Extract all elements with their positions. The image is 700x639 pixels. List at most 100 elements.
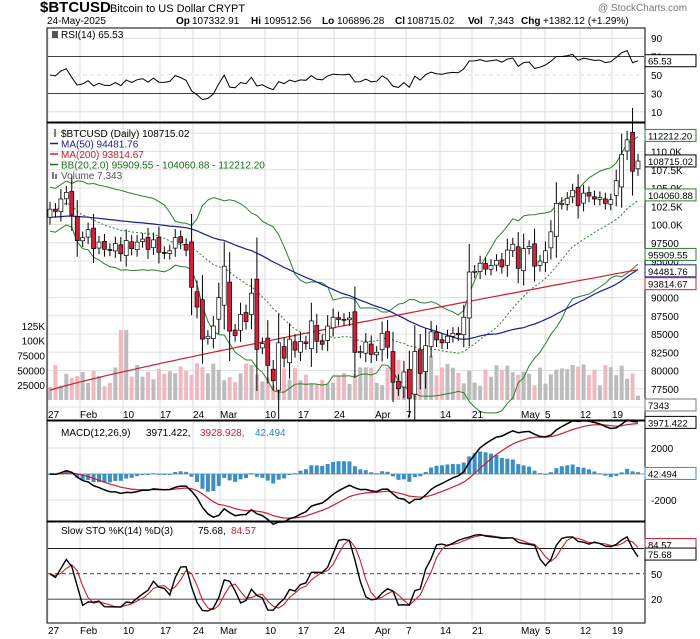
candle: [341, 313, 347, 327]
candle: [221, 241, 227, 330]
macd-value-tag-box: [644, 415, 697, 429]
volume-tick-label: 125K: [22, 322, 46, 333]
volume-value: 7,343: [489, 16, 514, 27]
candle: [172, 229, 178, 257]
volume-bar: [478, 385, 483, 400]
volume-bar: [385, 367, 390, 400]
rsi-legend-swatch: [52, 31, 58, 38]
candle-body: [161, 252, 167, 254]
candle-body: [156, 237, 162, 253]
candle-body: [325, 325, 331, 341]
volume-bar: [238, 373, 243, 400]
candle: [63, 186, 69, 206]
candle: [238, 302, 243, 342]
volume-bar: [227, 377, 232, 400]
macd-hist-bar: [140, 474, 145, 475]
macd-hist-bar: [151, 473, 156, 475]
macd-hist-bar: [576, 466, 581, 474]
candle-body: [602, 198, 608, 204]
volume-bar: [216, 369, 221, 400]
candle-body: [553, 203, 559, 237]
volume-bar: [184, 371, 189, 400]
volume-bar: [467, 370, 472, 400]
candle-body: [543, 250, 548, 263]
sto-k-tag-box: [644, 547, 697, 561]
candle: [363, 333, 369, 363]
price-tick-label: 97500: [651, 239, 679, 250]
macd-hist-bar: [265, 474, 270, 481]
low-label: Lo: [322, 16, 334, 27]
x-tick-label: 10: [123, 410, 135, 421]
volume-bar: [636, 395, 640, 400]
rsi-line: [49, 49, 639, 101]
instrument-name: Bitcoin to US Dollar: [110, 3, 206, 15]
volume-bar: [80, 372, 85, 400]
macd-hist-bar: [440, 465, 444, 474]
rsi-tick-label: 30: [651, 89, 663, 100]
candle: [357, 345, 363, 359]
volume-bars: [48, 330, 640, 400]
candle-body: [221, 265, 227, 306]
macd-hist-bar: [287, 474, 292, 475]
price-tick-label: 80000: [651, 367, 679, 378]
candle: [107, 243, 113, 257]
volume-bar: [151, 379, 156, 400]
sto-k-line: [49, 533, 639, 612]
candle-body: [445, 335, 450, 343]
macd-hist-bar: [565, 465, 570, 474]
ma50-tag-box: [644, 264, 697, 278]
candle-body: [619, 154, 625, 188]
x-tick-label-bottom: May: [521, 626, 540, 637]
candle: [608, 193, 614, 211]
price-last-tag: 108715.02: [648, 157, 693, 168]
candle: [178, 230, 184, 250]
candle: [140, 233, 145, 248]
volume-tick-label: 75000: [17, 352, 45, 363]
macd-hist-bar: [489, 453, 493, 474]
candle: [406, 350, 412, 418]
volume-bar: [309, 383, 314, 400]
price-tick-label: 82500: [651, 348, 679, 359]
candle-body: [145, 237, 151, 250]
macd-signal-value: 3928.928,: [200, 428, 245, 439]
ma200-tag-box: [644, 277, 697, 291]
candle: [461, 304, 467, 348]
sto-k-value: 75.68,: [198, 526, 226, 537]
macd-hist-tag: 42.494: [648, 469, 677, 480]
candle: [477, 255, 483, 280]
axis-labels: 9070503010110.0K107.5K105.0K102.5K100.0K…: [17, 34, 697, 637]
candle: [619, 133, 625, 208]
x-tick-label-bottom: 5: [545, 626, 551, 637]
volume-bar: [320, 379, 325, 400]
rsi-tick-label: 90: [651, 34, 663, 45]
macd-hist-bar: [107, 474, 112, 483]
legend-entry: $BTCUSD (Daily) 108715.02: [61, 129, 190, 140]
candle: [69, 175, 75, 231]
macd-hist-bar: [249, 473, 254, 475]
candle-body: [85, 229, 91, 238]
quote-date: 24-May-2025: [47, 16, 106, 27]
macd-hist-bar: [554, 468, 559, 474]
candle: [80, 231, 86, 247]
macd-hist-bar: [429, 467, 434, 474]
legend-volume-icon: [52, 172, 54, 179]
volume-bar: [570, 364, 575, 400]
macd-hist-bar: [216, 474, 221, 486]
candle: [472, 265, 478, 279]
candle-body: [526, 246, 532, 249]
volume-bar: [135, 364, 140, 400]
candle: [145, 227, 151, 259]
candle-body: [385, 331, 390, 348]
legend-entry: MA(200) 93814.67: [61, 150, 144, 161]
volume-bar: [565, 369, 570, 400]
candle-body: [423, 345, 429, 372]
macd-hist-bar: [625, 468, 630, 474]
candle-body: [635, 160, 641, 170]
macd-hist-bar: [118, 474, 123, 481]
candle-body: [504, 249, 510, 266]
volume-tag-box: [644, 398, 697, 412]
bb-middle-tag-box: [644, 188, 697, 202]
macd-hist-bar: [146, 474, 150, 475]
candle: [504, 238, 510, 277]
macd-hist-bar: [244, 474, 248, 479]
